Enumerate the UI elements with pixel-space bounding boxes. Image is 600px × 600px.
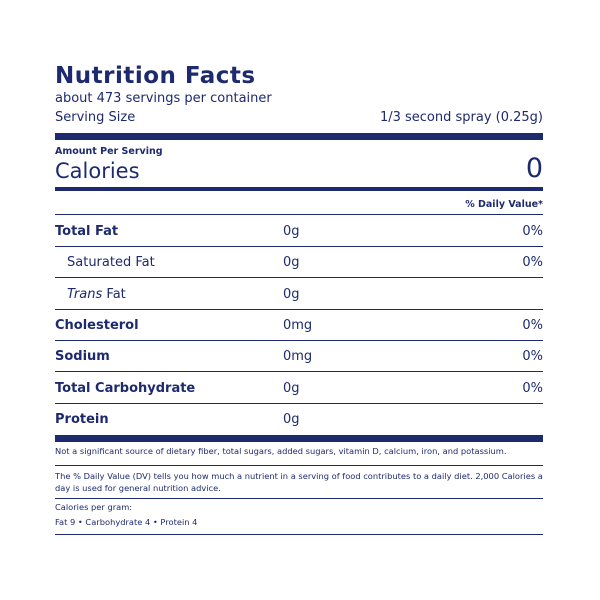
nutrient-amount: 0g xyxy=(283,411,300,427)
footnote: The % Daily Value (DV) tells you how muc… xyxy=(55,471,543,481)
footnote: day is used for general nutrition advice… xyxy=(55,483,221,493)
daily-value-header: % Daily Value* xyxy=(465,199,543,210)
serving-size: 1/3 second spray (0.25g) xyxy=(379,110,543,125)
nutrient-name: Trans Fat xyxy=(67,288,126,301)
nutrient-name: Sodium xyxy=(55,349,110,365)
nutrient-name: Total Fat xyxy=(55,224,119,239)
nutrient-name: Total Carbohydrate xyxy=(55,380,196,396)
rule xyxy=(55,308,543,310)
nutrient-dv: 0% xyxy=(522,349,543,365)
serving-size-label: Serving Size xyxy=(55,110,136,125)
rule xyxy=(55,214,543,215)
nutrient-name: Protein xyxy=(55,411,109,427)
calories-value: 0 xyxy=(525,153,543,184)
calories-label: Calories xyxy=(55,159,140,183)
rule xyxy=(55,498,543,499)
nutrient-name: Saturated Fat xyxy=(67,255,155,271)
servings: about 473 servings per container xyxy=(55,91,272,106)
nutrient-amount: 0mg xyxy=(283,317,313,333)
nutrient-amount: 0mg xyxy=(283,349,313,365)
medium-rule xyxy=(55,187,543,191)
thick-rule xyxy=(55,133,543,140)
rule xyxy=(55,339,543,341)
rule xyxy=(55,402,543,404)
footnote: Fat 9 • Carbohydrate 4 • Protein 4 xyxy=(55,517,198,527)
nutrient-dv: 0% xyxy=(522,380,543,396)
rule xyxy=(55,465,543,466)
rule xyxy=(55,277,543,279)
nutrient-dv: 0% xyxy=(522,255,543,271)
nutrient-name-italic: Trans xyxy=(67,286,103,302)
amount-per-serving: Amount Per Serving xyxy=(55,146,163,157)
nutrient-name: Cholesterol xyxy=(55,317,139,333)
nutrient-dv: 0% xyxy=(522,317,543,333)
nutrient-amount: 0g xyxy=(283,255,300,271)
rule xyxy=(55,246,543,247)
nutrient-amount: 0g xyxy=(283,380,300,396)
rule xyxy=(55,534,543,535)
footnote: Not a significant source of dietary fibe… xyxy=(55,446,507,456)
nutrient-amount: 0g xyxy=(283,286,300,302)
thick-rule xyxy=(55,435,543,442)
rule xyxy=(55,371,543,373)
title: Nutrition Facts xyxy=(55,63,256,89)
nutrient-amount: 0g xyxy=(283,224,300,239)
nutrient-dv: 0% xyxy=(522,224,543,239)
footnote: Calories per gram: xyxy=(55,502,133,512)
nutrient-name-rest: Fat xyxy=(106,286,126,302)
